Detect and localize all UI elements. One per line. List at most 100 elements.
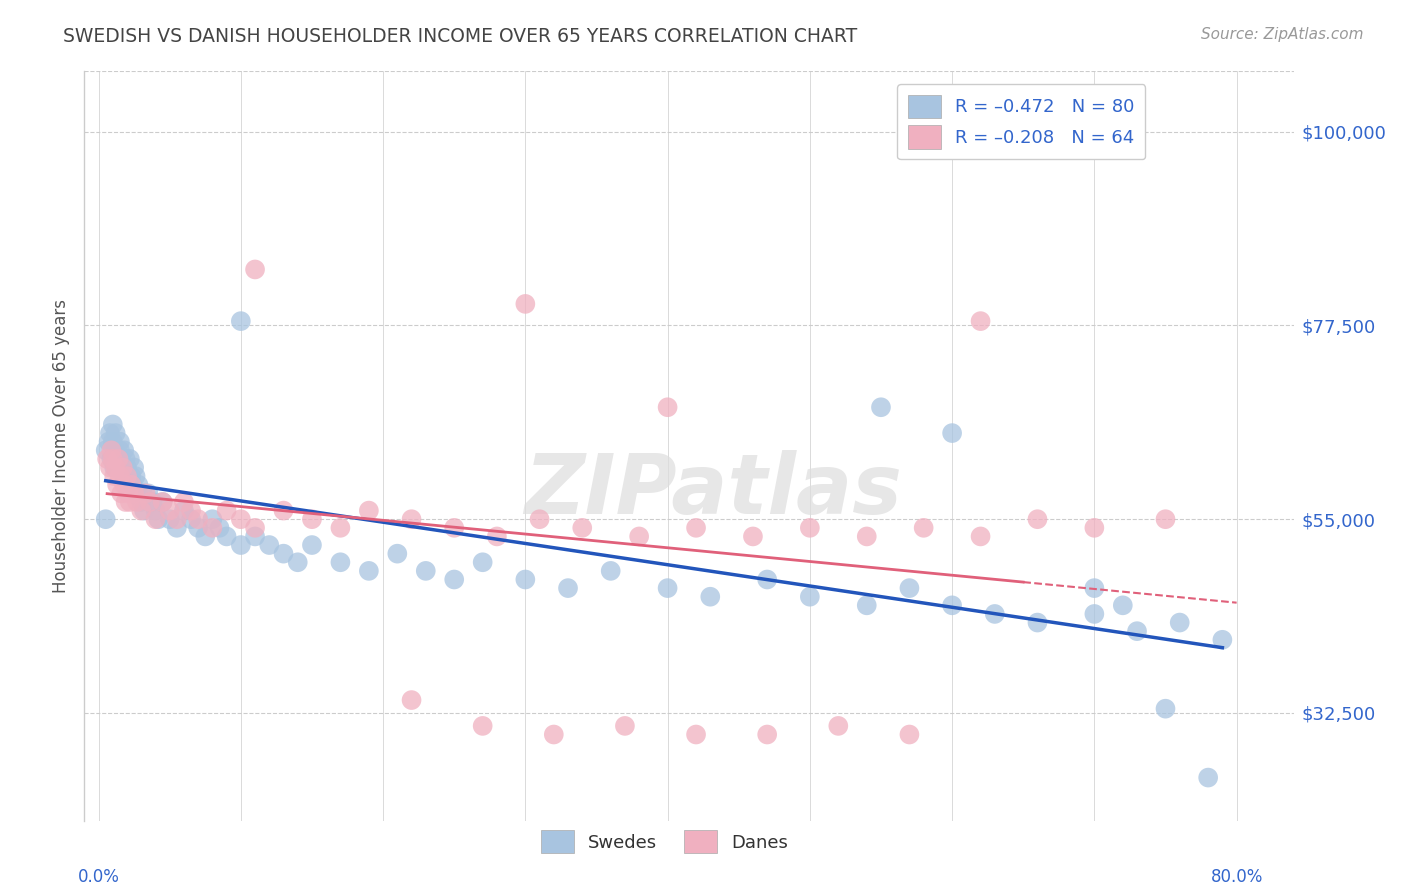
Point <box>118 451 141 466</box>
Point <box>145 503 167 517</box>
Point <box>166 512 188 526</box>
Point <box>125 495 148 509</box>
Text: Source: ZipAtlas.com: Source: ZipAtlas.com <box>1201 27 1364 42</box>
Point <box>215 529 238 543</box>
Point <box>287 555 309 569</box>
Point <box>112 477 135 491</box>
Point <box>118 495 141 509</box>
Point <box>104 460 127 475</box>
Point <box>124 469 146 483</box>
Point <box>259 538 281 552</box>
Point <box>357 564 380 578</box>
Text: SWEDISH VS DANISH HOUSEHOLDER INCOME OVER 65 YEARS CORRELATION CHART: SWEDISH VS DANISH HOUSEHOLDER INCOME OVE… <box>63 27 858 45</box>
Text: ZIPatlas: ZIPatlas <box>524 450 903 532</box>
Point <box>1197 771 1219 785</box>
Point <box>103 469 125 483</box>
Point <box>152 495 174 509</box>
Point <box>117 469 139 483</box>
Point <box>159 503 181 517</box>
Point <box>628 529 651 543</box>
Point <box>599 564 621 578</box>
Point <box>142 495 165 509</box>
Point <box>100 451 122 466</box>
Point <box>108 443 131 458</box>
Point <box>756 727 779 741</box>
Point <box>131 486 153 500</box>
Point <box>1154 701 1177 715</box>
Point <box>180 512 202 526</box>
Point <box>756 573 779 587</box>
Point <box>98 460 121 475</box>
Point <box>94 512 117 526</box>
Point <box>613 719 636 733</box>
Point <box>117 486 139 500</box>
Point <box>827 719 849 733</box>
Point <box>969 314 991 328</box>
Point <box>114 495 136 509</box>
Point <box>173 495 195 509</box>
Text: 0.0%: 0.0% <box>77 868 120 886</box>
Point <box>329 521 352 535</box>
Point <box>145 512 167 526</box>
Point <box>208 521 231 535</box>
Point <box>110 486 132 500</box>
Point <box>187 512 209 526</box>
Point <box>103 460 125 475</box>
Point <box>243 262 266 277</box>
Point <box>111 460 134 475</box>
Point <box>1083 521 1105 535</box>
Point <box>742 529 765 543</box>
Point <box>415 564 437 578</box>
Point <box>135 486 157 500</box>
Point <box>96 451 118 466</box>
Point <box>329 555 352 569</box>
Point <box>471 719 494 733</box>
Point <box>148 512 170 526</box>
Point <box>941 599 963 613</box>
Point <box>105 451 128 466</box>
Point <box>912 521 935 535</box>
Point <box>194 529 217 543</box>
Point <box>100 443 122 458</box>
Point <box>120 469 142 483</box>
Point <box>138 486 160 500</box>
Point <box>543 727 565 741</box>
Point <box>984 607 1007 621</box>
Point <box>1211 632 1233 647</box>
Point <box>571 521 593 535</box>
Point <box>301 538 323 552</box>
Point <box>187 521 209 535</box>
Point <box>799 521 821 535</box>
Point <box>685 727 707 741</box>
Point <box>94 443 117 458</box>
Point <box>941 426 963 441</box>
Point <box>139 495 162 509</box>
Point <box>1083 607 1105 621</box>
Point <box>98 426 121 441</box>
Point <box>387 547 409 561</box>
Point <box>127 477 149 491</box>
Point <box>121 477 143 491</box>
Point <box>110 451 132 466</box>
Point <box>243 529 266 543</box>
Point <box>152 495 174 509</box>
Point <box>129 495 152 509</box>
Point <box>855 529 877 543</box>
Point <box>101 417 124 432</box>
Point <box>515 297 537 311</box>
Point <box>97 434 120 449</box>
Point <box>1154 512 1177 526</box>
Point <box>699 590 721 604</box>
Point <box>401 512 423 526</box>
Point <box>112 443 135 458</box>
Point <box>115 460 138 475</box>
Point <box>122 460 145 475</box>
Point <box>129 503 152 517</box>
Point <box>112 469 135 483</box>
Point <box>108 434 131 449</box>
Point <box>120 477 142 491</box>
Point <box>898 727 921 741</box>
Point <box>107 451 129 466</box>
Point <box>173 503 195 517</box>
Point <box>870 401 893 415</box>
